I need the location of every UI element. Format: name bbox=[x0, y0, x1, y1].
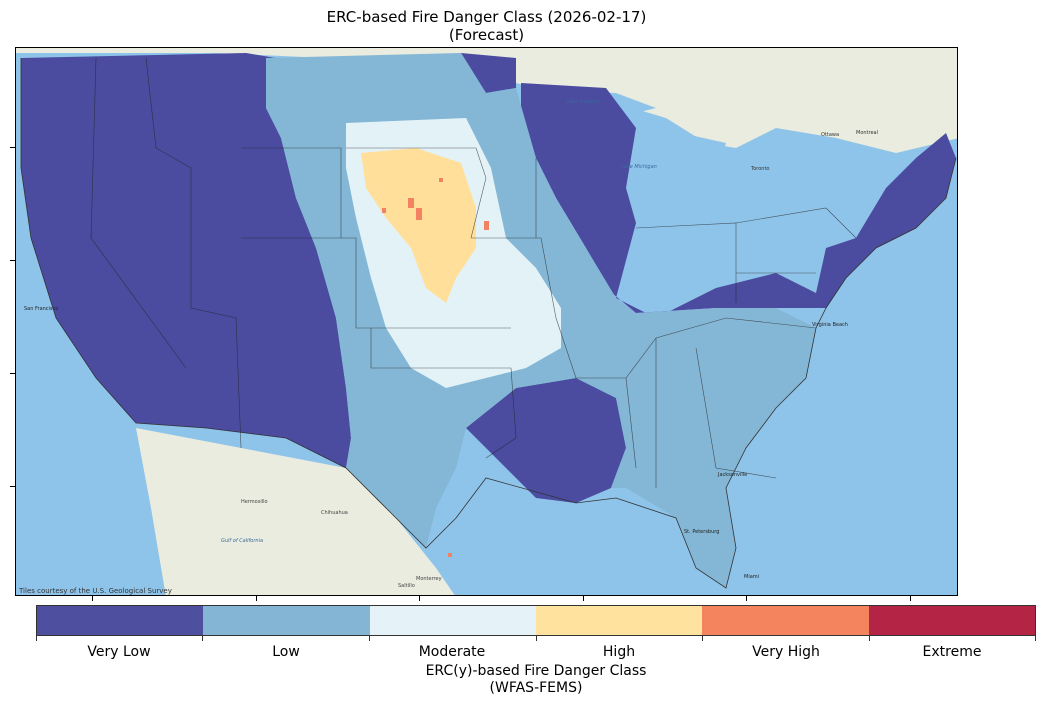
danger-very-low-region-south-central bbox=[466, 378, 626, 503]
lake-erie bbox=[706, 176, 766, 208]
canada-land bbox=[16, 48, 957, 153]
us-coastline bbox=[20, 58, 957, 589]
danger-very-high-spot bbox=[484, 221, 489, 230]
colorbar-label: High bbox=[602, 644, 636, 660]
danger-high-region bbox=[361, 148, 476, 303]
colorbar-swatch-extreme bbox=[868, 606, 1035, 635]
colorbar-tick bbox=[869, 636, 870, 641]
state-boundaries bbox=[90, 57, 857, 488]
map-label-us-city: San Francisco bbox=[24, 306, 58, 312]
danger-very-low-region-northern-plains bbox=[461, 53, 516, 93]
danger-very-high-spot bbox=[439, 178, 443, 182]
map-label-canada-city: Montreal bbox=[856, 130, 878, 136]
x-tick bbox=[910, 596, 911, 601]
map-label-mexico-city: Chihuahua bbox=[321, 510, 348, 516]
danger-very-high-spot bbox=[448, 553, 452, 557]
title-line-2: (Forecast) bbox=[448, 26, 525, 44]
danger-very-low-region bbox=[21, 53, 351, 468]
colorbar-tick bbox=[1035, 636, 1036, 641]
x-tick bbox=[583, 596, 584, 601]
colorbar-label: Very Low bbox=[87, 644, 151, 660]
map-svg: Hermosillo Chihuahua Monterrey Saltillo … bbox=[16, 48, 957, 595]
colorbar-tick bbox=[536, 636, 537, 641]
x-tick bbox=[256, 596, 257, 601]
map-label-mexico-city: Hermosillo bbox=[241, 499, 268, 505]
map-label-lake: Lake Superior bbox=[566, 99, 602, 105]
map-label-us-city: Jacksonville bbox=[717, 472, 747, 478]
danger-very-low-region-great-lakes bbox=[521, 83, 956, 318]
map-label-mexico-city: Monterrey bbox=[416, 576, 442, 582]
colorbar-title-line-2: (WFAS-FEMS) bbox=[489, 680, 583, 696]
colorbar-tick bbox=[369, 636, 370, 641]
colorbar-label: Low bbox=[272, 644, 300, 660]
colorbar-swatch-high bbox=[535, 606, 703, 635]
chart-title: ERC-based Fire Danger Class (2026-02-17)… bbox=[0, 8, 973, 44]
colorbar-tick bbox=[202, 636, 203, 641]
danger-very-high-spot bbox=[408, 198, 414, 208]
mexico-land bbox=[136, 428, 455, 595]
colorbar-tick bbox=[36, 636, 37, 641]
map-label-us-city: Miami bbox=[744, 574, 759, 580]
x-tick bbox=[419, 596, 420, 601]
x-tick bbox=[746, 596, 747, 601]
map-label-lake: Lake Michigan bbox=[621, 164, 657, 170]
y-tick bbox=[10, 260, 15, 261]
map-label-canada-city: Ottawa bbox=[821, 132, 839, 138]
danger-very-high-spot bbox=[416, 208, 422, 220]
map-label-gulf: Gulf of California bbox=[221, 538, 263, 544]
colorbar bbox=[36, 605, 1036, 636]
colorbar-title-line-1: ERC(y)-based Fire Danger Class bbox=[425, 663, 647, 679]
y-tick bbox=[10, 486, 15, 487]
x-tick bbox=[92, 596, 93, 601]
colorbar-swatch-low bbox=[203, 606, 370, 635]
lake-huron bbox=[681, 133, 726, 178]
danger-very-high-spot bbox=[382, 208, 386, 213]
colorbar-tick bbox=[702, 636, 703, 641]
y-tick bbox=[10, 373, 15, 374]
lake-ontario bbox=[756, 156, 806, 170]
title-line-1: ERC-based Fire Danger Class (2026-02-17) bbox=[326, 8, 647, 26]
colorbar-label: Moderate bbox=[418, 644, 486, 660]
map-label-canada-city: Toronto bbox=[750, 166, 769, 172]
colorbar-label: Very High bbox=[752, 644, 820, 660]
map-label-us-city: St. Petersburg bbox=[684, 529, 719, 535]
map-attribution: Tiles courtesy of the U.S. Geological Su… bbox=[19, 587, 172, 595]
lake-michigan bbox=[628, 133, 656, 223]
colorbar-swatch-very-high bbox=[702, 606, 869, 635]
map-panel: Hermosillo Chihuahua Monterrey Saltillo … bbox=[15, 47, 958, 596]
colorbar-swatch-very-low bbox=[37, 606, 204, 635]
map-label-mexico-city: Saltillo bbox=[398, 583, 415, 589]
colorbar-label: Extreme bbox=[922, 644, 982, 660]
map-label-us-city: Virginia Beach bbox=[812, 322, 848, 328]
y-tick bbox=[10, 147, 15, 148]
colorbar-swatch-moderate bbox=[369, 606, 536, 635]
